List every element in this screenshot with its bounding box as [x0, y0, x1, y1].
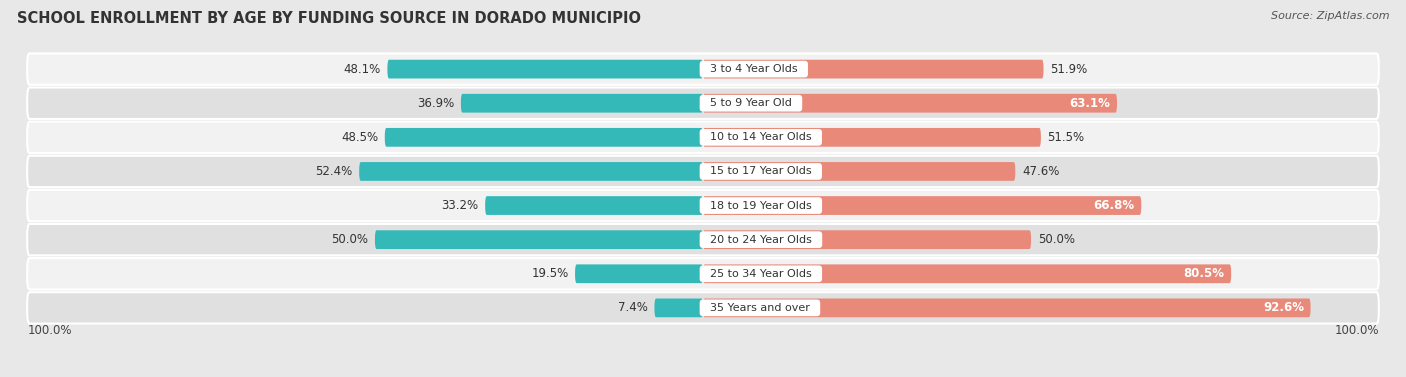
- Text: 20 to 24 Year Olds: 20 to 24 Year Olds: [703, 234, 818, 245]
- Text: 48.5%: 48.5%: [342, 131, 378, 144]
- Text: 5 to 9 Year Old: 5 to 9 Year Old: [703, 98, 799, 108]
- FancyBboxPatch shape: [27, 224, 1379, 255]
- Text: 51.9%: 51.9%: [1050, 63, 1087, 76]
- FancyBboxPatch shape: [359, 162, 703, 181]
- Text: 63.1%: 63.1%: [1070, 97, 1111, 110]
- FancyBboxPatch shape: [703, 299, 1310, 317]
- FancyBboxPatch shape: [703, 196, 1142, 215]
- FancyBboxPatch shape: [27, 258, 1379, 290]
- FancyBboxPatch shape: [703, 60, 1043, 78]
- FancyBboxPatch shape: [654, 299, 703, 317]
- Text: 50.0%: 50.0%: [1038, 233, 1074, 246]
- FancyBboxPatch shape: [703, 162, 1015, 181]
- Text: 7.4%: 7.4%: [619, 301, 648, 314]
- FancyBboxPatch shape: [703, 264, 1232, 283]
- Text: 25 to 34 Year Olds: 25 to 34 Year Olds: [703, 269, 818, 279]
- FancyBboxPatch shape: [485, 196, 703, 215]
- FancyBboxPatch shape: [27, 87, 1379, 119]
- Text: Source: ZipAtlas.com: Source: ZipAtlas.com: [1271, 11, 1389, 21]
- Text: 35 Years and over: 35 Years and over: [703, 303, 817, 313]
- FancyBboxPatch shape: [375, 230, 703, 249]
- FancyBboxPatch shape: [27, 292, 1379, 323]
- Text: 15 to 17 Year Olds: 15 to 17 Year Olds: [703, 166, 818, 176]
- FancyBboxPatch shape: [575, 264, 703, 283]
- FancyBboxPatch shape: [461, 94, 703, 113]
- Text: 36.9%: 36.9%: [418, 97, 454, 110]
- Text: 80.5%: 80.5%: [1184, 267, 1225, 280]
- FancyBboxPatch shape: [703, 230, 1031, 249]
- FancyBboxPatch shape: [703, 128, 1040, 147]
- Text: 33.2%: 33.2%: [441, 199, 478, 212]
- Text: 52.4%: 52.4%: [315, 165, 353, 178]
- Text: 51.5%: 51.5%: [1047, 131, 1084, 144]
- Text: 19.5%: 19.5%: [531, 267, 568, 280]
- Text: 92.6%: 92.6%: [1263, 301, 1303, 314]
- Text: 47.6%: 47.6%: [1022, 165, 1059, 178]
- Text: 100.0%: 100.0%: [1334, 323, 1379, 337]
- Text: 10 to 14 Year Olds: 10 to 14 Year Olds: [703, 132, 818, 143]
- Text: SCHOOL ENROLLMENT BY AGE BY FUNDING SOURCE IN DORADO MUNICIPIO: SCHOOL ENROLLMENT BY AGE BY FUNDING SOUR…: [17, 11, 641, 26]
- Text: 50.0%: 50.0%: [332, 233, 368, 246]
- FancyBboxPatch shape: [385, 128, 703, 147]
- Text: 100.0%: 100.0%: [27, 323, 72, 337]
- Text: 48.1%: 48.1%: [343, 63, 381, 76]
- Text: 66.8%: 66.8%: [1094, 199, 1135, 212]
- FancyBboxPatch shape: [27, 156, 1379, 187]
- FancyBboxPatch shape: [388, 60, 703, 78]
- Text: 18 to 19 Year Olds: 18 to 19 Year Olds: [703, 201, 818, 211]
- Text: 3 to 4 Year Olds: 3 to 4 Year Olds: [703, 64, 804, 74]
- FancyBboxPatch shape: [27, 190, 1379, 221]
- FancyBboxPatch shape: [27, 54, 1379, 85]
- FancyBboxPatch shape: [703, 94, 1116, 113]
- FancyBboxPatch shape: [27, 122, 1379, 153]
